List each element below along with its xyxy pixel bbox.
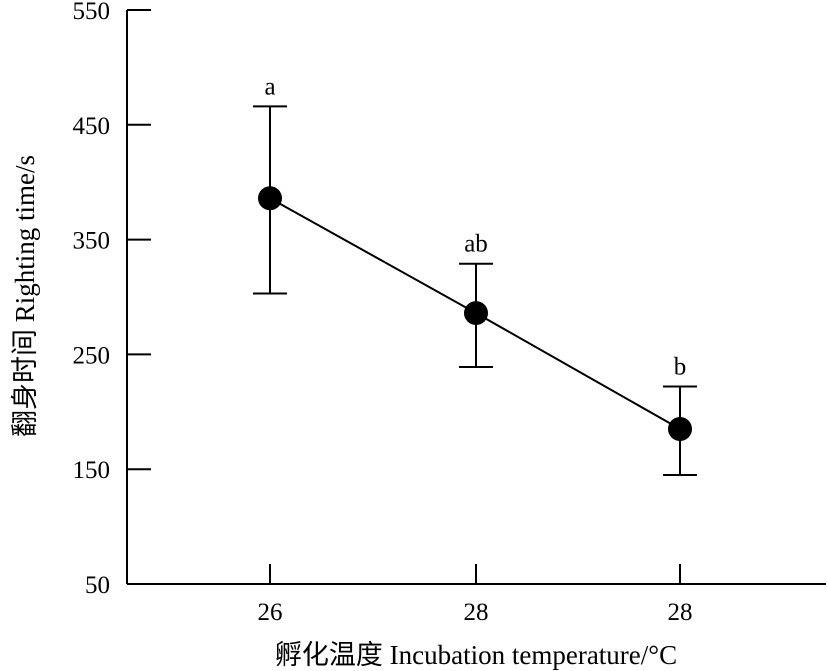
data-point bbox=[258, 186, 282, 211]
x-tick-label: 28 bbox=[464, 599, 489, 626]
significance-label: ab bbox=[464, 231, 488, 258]
data-point bbox=[668, 417, 692, 442]
significance-labels: a ab b bbox=[264, 73, 686, 380]
significance-label: b bbox=[674, 354, 687, 381]
y-tick-label: 350 bbox=[73, 228, 111, 255]
y-tick-label: 450 bbox=[73, 113, 111, 140]
data-series bbox=[258, 186, 692, 442]
y-tick-label: 150 bbox=[73, 457, 111, 484]
significance-label: a bbox=[264, 73, 275, 100]
y-tick-label: 550 bbox=[73, 0, 111, 25]
y-tick-label: 250 bbox=[73, 342, 111, 369]
y-axis-ticks: 50 150 250 350 450 550 bbox=[73, 0, 151, 599]
y-tick-label: 50 bbox=[85, 572, 110, 599]
x-tick-label: 28 bbox=[668, 599, 693, 626]
error-bars bbox=[253, 105, 697, 476]
data-point bbox=[464, 301, 488, 326]
y-axis-label: 翻身时间 Righting time/s bbox=[10, 155, 40, 437]
x-axis-ticks: 26 28 28 bbox=[258, 564, 693, 626]
x-tick-label: 26 bbox=[258, 599, 283, 626]
x-axis-label: 孵化温度 Incubation temperature/°C bbox=[275, 640, 677, 670]
